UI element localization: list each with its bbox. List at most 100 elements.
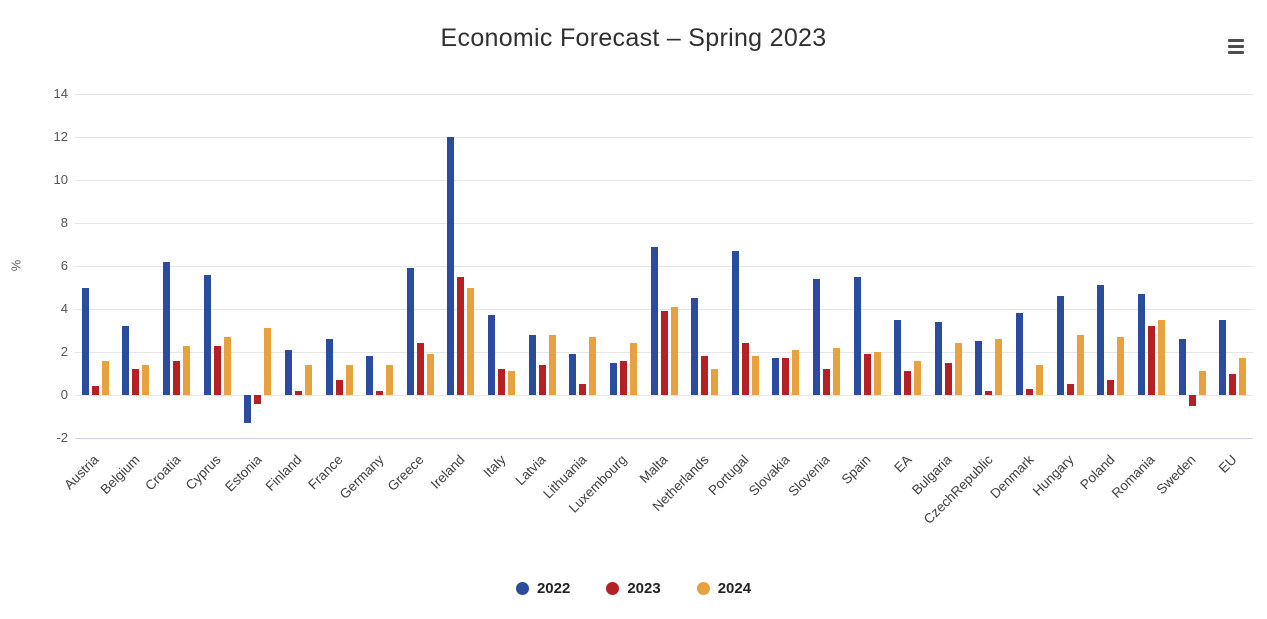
bar-2024-EA[interactable]: [914, 360, 922, 395]
bar-2024-Hungary[interactable]: [1076, 334, 1084, 395]
bar-2022-Finland[interactable]: [284, 349, 292, 395]
bar-2024-Spain[interactable]: [873, 352, 881, 395]
bar-2023-Finland[interactable]: [294, 390, 302, 395]
bar-2024-Greece[interactable]: [426, 354, 434, 395]
bar-2024-Sweden[interactable]: [1198, 371, 1206, 395]
bar-2022-Romania[interactable]: [1137, 293, 1145, 395]
legend-marker-2022: [515, 582, 529, 595]
bar-2022-CzechRepublic[interactable]: [975, 341, 983, 395]
bar-2023-Netherlands[interactable]: [701, 356, 709, 395]
bar-2024-Malta[interactable]: [670, 306, 678, 395]
bar-2024-France[interactable]: [345, 364, 353, 395]
bar-2024-Slovenia[interactable]: [832, 347, 840, 395]
bar-2022-Slovakia[interactable]: [772, 358, 780, 395]
bar-2023-Austria[interactable]: [91, 386, 99, 395]
bar-2024-Estonia[interactable]: [264, 328, 272, 395]
bar-2024-Bulgaria[interactable]: [954, 343, 962, 395]
bar-2022-Bulgaria[interactable]: [934, 321, 942, 395]
bar-2022-Slovenia[interactable]: [812, 278, 820, 395]
bar-2022-Austria[interactable]: [81, 287, 89, 395]
bar-2023-Germany[interactable]: [376, 390, 384, 395]
bar-2022-France[interactable]: [325, 339, 333, 395]
legend-item-2022[interactable]: 2022: [515, 580, 570, 597]
bar-2024-Latvia[interactable]: [548, 334, 556, 395]
bar-2022-Ireland[interactable]: [447, 137, 455, 395]
y-tick-label: 14: [53, 86, 68, 101]
bar-2024-Cyprus[interactable]: [223, 336, 231, 395]
bar-2023-Estonia[interactable]: [254, 395, 262, 404]
bar-2023-Italy[interactable]: [498, 369, 506, 395]
legend-label-2024: 2024: [717, 580, 752, 597]
legend-label-2023: 2023: [627, 580, 661, 597]
bar-2024-CzechRepublic[interactable]: [995, 339, 1003, 395]
bar-2023-Luxembourg[interactable]: [619, 360, 627, 395]
bar-2023-Malta[interactable]: [660, 311, 668, 395]
bar-2023-France[interactable]: [335, 379, 343, 395]
bar-2023-EA[interactable]: [904, 371, 912, 395]
bar-2023-EU[interactable]: [1229, 373, 1237, 395]
bar-2022-EA[interactable]: [894, 319, 902, 395]
bar-2023-Bulgaria[interactable]: [944, 362, 952, 395]
bar-2023-Lithuania[interactable]: [579, 384, 587, 395]
bar-2024-Romania[interactable]: [1157, 319, 1165, 395]
bar-2023-Greece[interactable]: [416, 343, 424, 395]
bar-2022-Cyprus[interactable]: [203, 274, 211, 395]
legend-item-2023[interactable]: 2023: [606, 580, 661, 597]
bar-2024-Italy[interactable]: [508, 371, 516, 395]
bar-2022-Malta[interactable]: [650, 246, 658, 395]
bar-2022-Lithuania[interactable]: [569, 354, 577, 395]
bar-2023-Romania[interactable]: [1147, 326, 1155, 395]
bar-2022-Latvia[interactable]: [528, 334, 536, 395]
bar-2024-Croatia[interactable]: [183, 345, 191, 395]
bar-2023-Slovakia[interactable]: [782, 358, 790, 395]
bar-2022-Greece[interactable]: [406, 268, 414, 395]
bar-2023-Portugal[interactable]: [741, 343, 749, 395]
bar-2022-Poland[interactable]: [1097, 285, 1105, 395]
bar-2024-Luxembourg[interactable]: [629, 343, 637, 395]
bar-2022-Luxembourg[interactable]: [609, 362, 617, 395]
y-tick-label: 10: [53, 172, 68, 187]
bar-2024-EU[interactable]: [1239, 358, 1247, 395]
bar-2022-Netherlands[interactable]: [691, 298, 699, 395]
bar-2023-Spain[interactable]: [863, 354, 871, 395]
bar-2023-Latvia[interactable]: [538, 364, 546, 395]
bar-2024-Austria[interactable]: [101, 360, 109, 395]
bar-2023-Slovenia[interactable]: [822, 369, 830, 395]
bar-2022-Portugal[interactable]: [731, 250, 739, 395]
bar-2022-Denmark[interactable]: [1016, 313, 1024, 395]
bar-2022-Germany[interactable]: [366, 356, 374, 395]
bar-2022-Spain[interactable]: [853, 276, 861, 395]
bar-2023-Hungary[interactable]: [1066, 384, 1074, 395]
bar-2022-Croatia[interactable]: [163, 261, 171, 395]
bar-2024-Poland[interactable]: [1117, 336, 1125, 395]
y-tick-label: 0: [60, 387, 68, 402]
bar-2023-Denmark[interactable]: [1026, 388, 1034, 395]
gridline: [75, 137, 1253, 138]
bar-2024-Finland[interactable]: [304, 364, 312, 395]
bar-2024-Belgium[interactable]: [142, 364, 150, 395]
bar-2023-Belgium[interactable]: [132, 369, 140, 395]
bar-2023-Croatia[interactable]: [173, 360, 181, 395]
bar-2024-Germany[interactable]: [386, 364, 394, 395]
bar-2024-Netherlands[interactable]: [711, 369, 719, 395]
bar-2022-Italy[interactable]: [488, 315, 496, 395]
bar-2022-Hungary[interactable]: [1056, 296, 1064, 395]
bar-2024-Slovakia[interactable]: [792, 349, 800, 395]
bar-2024-Denmark[interactable]: [1036, 364, 1044, 395]
bar-2022-Estonia[interactable]: [244, 395, 252, 423]
gridline: [75, 94, 1253, 95]
chart-title: Economic Forecast – Spring 2023: [440, 24, 827, 52]
bar-2023-CzechRepublic[interactable]: [985, 390, 993, 395]
bar-2023-Cyprus[interactable]: [213, 345, 221, 395]
bar-2024-Portugal[interactable]: [751, 356, 759, 395]
bar-2023-Sweden[interactable]: [1188, 395, 1196, 406]
legend-item-2024[interactable]: 2024: [696, 580, 752, 597]
bar-2024-Lithuania[interactable]: [589, 336, 597, 395]
bar-2023-Ireland[interactable]: [457, 276, 465, 395]
bar-2023-Poland[interactable]: [1107, 379, 1115, 395]
bar-2022-Sweden[interactable]: [1178, 339, 1186, 395]
bar-2024-Ireland[interactable]: [467, 287, 475, 395]
hamburger-menu-icon[interactable]: [1225, 36, 1247, 56]
bar-2022-Belgium[interactable]: [122, 326, 130, 395]
bar-2022-EU[interactable]: [1219, 319, 1227, 395]
